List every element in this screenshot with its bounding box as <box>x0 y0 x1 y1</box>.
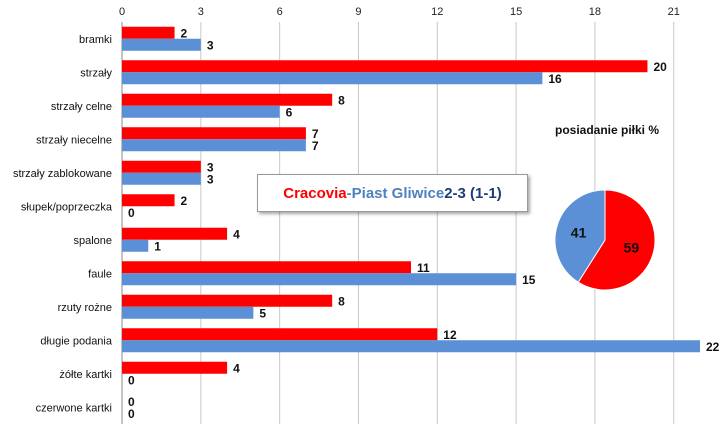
team-separator: - <box>346 184 352 202</box>
bar-piast <box>122 340 700 353</box>
bar-piast <box>122 239 149 252</box>
x-tick-label: 9 <box>355 6 361 18</box>
category-label: rzuty rożne <box>58 302 112 314</box>
data-label-piast: 5 <box>259 306 266 320</box>
category-label: długie podania <box>40 335 112 347</box>
bar-cracovia <box>122 294 333 307</box>
home-team-name: Cracovia <box>283 184 347 202</box>
data-label-piast: 22 <box>706 340 720 354</box>
category-label: żółte kartki <box>59 369 112 381</box>
data-label-piast: 0 <box>128 407 135 421</box>
x-tick-label: 3 <box>198 6 204 18</box>
data-label-cracovia: 11 <box>417 261 430 275</box>
x-tick-label: 0 <box>119 6 125 18</box>
bar-piast <box>122 72 543 85</box>
category-label: strzały <box>80 67 112 79</box>
bar-piast <box>122 105 280 118</box>
x-tick-label: 6 <box>277 6 283 18</box>
pie-slice-piast <box>554 189 606 283</box>
x-tick-label: 21 <box>668 6 680 18</box>
bar-cracovia <box>122 60 648 73</box>
bar-cracovia <box>122 127 306 140</box>
data-label-piast: 3 <box>207 172 214 186</box>
bar-cracovia <box>122 194 175 207</box>
data-label-cracovia: 4 <box>233 227 240 241</box>
data-label-cracovia: 12 <box>443 328 457 342</box>
bar-piast <box>122 172 201 185</box>
match-score: 2-3 (1-1) <box>444 184 502 202</box>
pie-slice-label: 59 <box>624 240 640 256</box>
category-label: strzały niecelne <box>36 134 112 146</box>
data-label-piast: 15 <box>522 273 536 287</box>
away-team-name: Piast Gliwice <box>351 184 445 202</box>
data-label-piast: 7 <box>312 139 319 153</box>
data-label-cracovia: 3 <box>207 160 214 174</box>
category-label: strzały celne <box>51 101 112 113</box>
category-label: strzały zablokowane <box>13 168 112 180</box>
bar-piast <box>122 273 517 286</box>
pie-title: posiadanie piłki % <box>555 123 659 137</box>
data-label-cracovia: 0 <box>128 395 135 409</box>
category-label: faule <box>88 268 112 280</box>
bar-cracovia <box>122 261 411 274</box>
bar-cracovia <box>122 160 201 173</box>
data-label-piast: 0 <box>128 206 135 220</box>
x-tick-label: 12 <box>431 6 443 18</box>
bar-cracovia <box>122 26 175 39</box>
data-label-piast: 16 <box>548 72 562 86</box>
data-label-cracovia: 20 <box>653 60 667 74</box>
bar-cracovia <box>122 361 228 374</box>
data-label-cracovia: 8 <box>338 294 345 308</box>
bar-piast <box>122 139 306 152</box>
data-label-piast: 6 <box>286 105 293 119</box>
data-label-piast: 1 <box>154 239 161 253</box>
x-tick-label: 18 <box>589 6 601 18</box>
data-label-piast: 3 <box>207 38 214 52</box>
bar-cracovia <box>122 93 333 106</box>
data-label-cracovia: 7 <box>312 127 319 141</box>
pie-slice-cracovia <box>577 189 656 291</box>
category-label: spalone <box>73 235 112 247</box>
category-label: czerwone kartki <box>36 402 112 414</box>
bar-cracovia <box>122 227 228 240</box>
category-label: słupek/poprzeczka <box>21 201 113 213</box>
bar-piast <box>122 306 254 319</box>
bar-cracovia <box>122 328 438 341</box>
data-label-cracovia: 8 <box>338 93 345 107</box>
data-label-cracovia: 4 <box>233 361 240 375</box>
data-label-piast: 0 <box>128 373 135 387</box>
data-label-cracovia: 2 <box>181 26 188 40</box>
pie-slice-label: 41 <box>571 224 587 240</box>
match-result-box: Cracovia - Piast Gliwice 2-3 (1-1) <box>257 174 528 212</box>
category-label: bramki <box>79 34 112 46</box>
x-tick-label: 15 <box>510 6 522 18</box>
bar-piast <box>122 38 201 51</box>
data-label-cracovia: 2 <box>181 194 188 208</box>
